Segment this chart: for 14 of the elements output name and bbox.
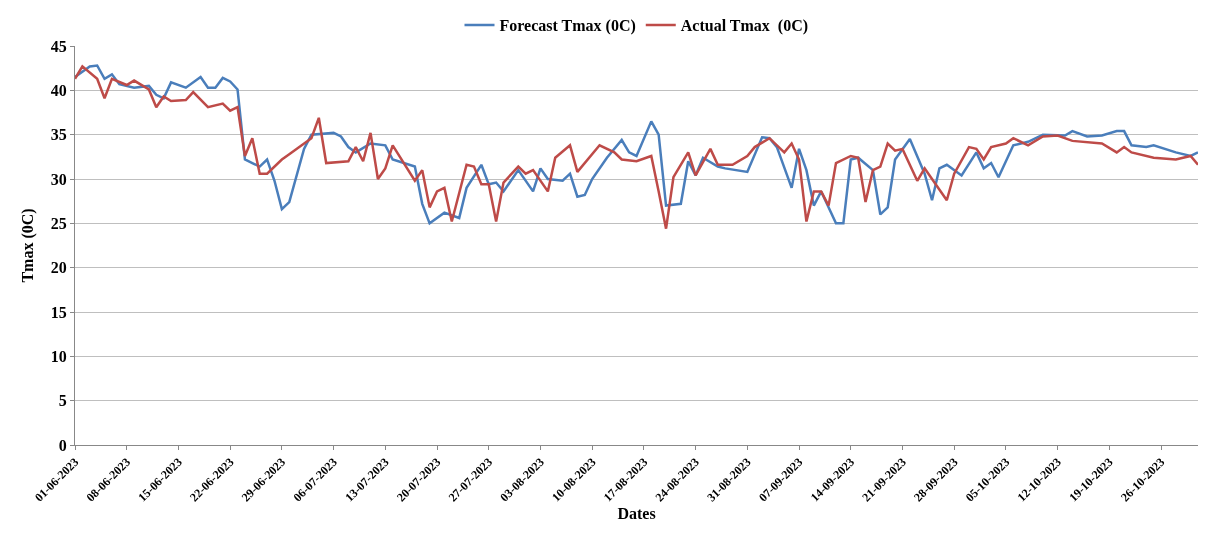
y-tick-label: 5	[58, 392, 67, 410]
legend-label: Actual Tmax (0C)	[680, 17, 809, 36]
y-tick-label: 35	[50, 126, 67, 144]
x-axis-title: Dates	[617, 505, 656, 523]
y-tick-label: 0	[58, 436, 67, 454]
legend-label: Forecast Tmax (0C)	[499, 17, 636, 36]
y-tick-label: 30	[50, 170, 67, 188]
y-axis-title: Tmax (0C)	[19, 208, 37, 283]
y-tick-label: 25	[50, 214, 67, 232]
y-tick-label: 40	[50, 81, 67, 99]
y-tick-label: 15	[50, 303, 67, 321]
y-tick-label: 10	[50, 347, 67, 365]
y-tick-label: 45	[50, 37, 67, 55]
y-tick-label: 20	[50, 259, 67, 277]
